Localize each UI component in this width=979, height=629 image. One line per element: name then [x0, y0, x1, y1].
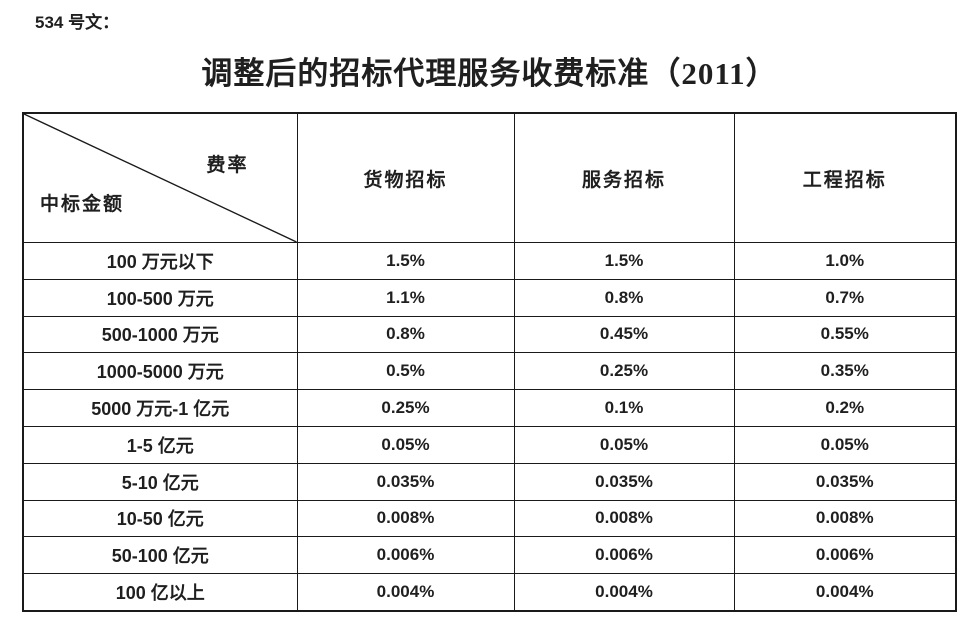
fee-value: 0.55%: [733, 315, 957, 354]
fee-value: 0.05%: [733, 425, 957, 464]
header-row: 费率 中标金额 货物招标 服务招标 工程招标: [22, 112, 957, 243]
row-label: 500-1000 万元: [22, 315, 298, 354]
fee-value: 0.035%: [296, 462, 515, 501]
row-label: 100 亿以上: [22, 573, 298, 612]
corner-header-cell: 费率 中标金额: [22, 112, 298, 243]
fee-value: 1.5%: [296, 242, 515, 280]
fee-value: 0.2%: [733, 389, 957, 427]
page-title: 调整后的招标代理服务收费标准（2011）: [201, 56, 778, 91]
table-row: 50-100 亿元 0.006% 0.006% 0.006%: [22, 536, 957, 575]
table-row: 100 万元以下 1.5% 1.5% 1.0%: [22, 242, 957, 280]
row-label: 1-5 亿元: [22, 425, 298, 464]
fee-value: 0.8%: [296, 315, 515, 354]
row-label: 100-500 万元: [22, 278, 298, 317]
row-label: 50-100 亿元: [22, 536, 298, 575]
table-row: 1000-5000 万元 0.5% 0.25% 0.35%: [22, 352, 957, 391]
fee-value: 0.1%: [513, 389, 735, 427]
table-row: 500-1000 万元 0.8% 0.45% 0.55%: [22, 315, 957, 354]
fee-value: 0.006%: [733, 536, 957, 575]
table-row: 5-10 亿元 0.035% 0.035% 0.035%: [22, 462, 957, 501]
fee-table-body: 100 万元以下 1.5% 1.5% 1.0% 100-500 万元 1.1% …: [22, 242, 957, 612]
fee-value: 0.05%: [513, 425, 735, 464]
column-header-engineering: 工程招标: [733, 112, 957, 243]
fee-value: 1.5%: [513, 242, 735, 280]
fee-value: 0.5%: [296, 352, 515, 391]
table-row: 100 亿以上 0.004% 0.004% 0.004%: [22, 573, 957, 612]
fee-value: 0.8%: [513, 278, 735, 317]
column-header-goods: 货物招标: [296, 112, 515, 243]
column-header-services: 服务招标: [513, 112, 735, 243]
document-reference: 534 号文：: [35, 13, 120, 32]
fee-value: 0.45%: [513, 315, 735, 354]
row-label: 100 万元以下: [22, 242, 298, 280]
fee-value: 0.25%: [513, 352, 735, 391]
table-row: 5000 万元-1 亿元 0.25% 0.1% 0.2%: [22, 389, 957, 427]
row-label: 10-50 亿元: [22, 499, 298, 538]
fee-value: 0.008%: [513, 499, 735, 538]
fee-value: 0.006%: [513, 536, 735, 575]
fee-standard-table: 费率 中标金额 货物招标 服务招标 工程招标 100 万元以下 1.5% 1.5…: [22, 112, 957, 612]
table-row: 10-50 亿元 0.008% 0.008% 0.008%: [22, 499, 957, 538]
row-label: 5000 万元-1 亿元: [22, 389, 298, 427]
fee-value: 0.05%: [296, 425, 515, 464]
row-label: 1000-5000 万元: [22, 352, 298, 391]
row-label: 5-10 亿元: [22, 462, 298, 501]
table-row: 100-500 万元 1.1% 0.8% 0.7%: [22, 278, 957, 317]
fee-value: 0.006%: [296, 536, 515, 575]
fee-value: 0.35%: [733, 352, 957, 391]
fee-value: 0.008%: [296, 499, 515, 538]
table-row: 1-5 亿元 0.05% 0.05% 0.05%: [22, 425, 957, 464]
fee-value: 1.0%: [733, 242, 957, 280]
fee-value: 0.035%: [513, 462, 735, 501]
fee-value: 0.25%: [296, 389, 515, 427]
fee-value: 0.004%: [733, 573, 957, 612]
fee-value: 0.008%: [733, 499, 957, 538]
fee-value: 0.004%: [296, 573, 515, 612]
fee-value: 1.1%: [296, 278, 515, 317]
corner-label-amount: 中标金额: [40, 194, 125, 215]
fee-value: 0.004%: [513, 573, 735, 612]
diagonal-divider-line: [24, 114, 297, 242]
fee-value: 0.7%: [733, 278, 957, 317]
fee-value: 0.035%: [733, 462, 957, 501]
corner-label-rate: 费率: [206, 155, 249, 176]
